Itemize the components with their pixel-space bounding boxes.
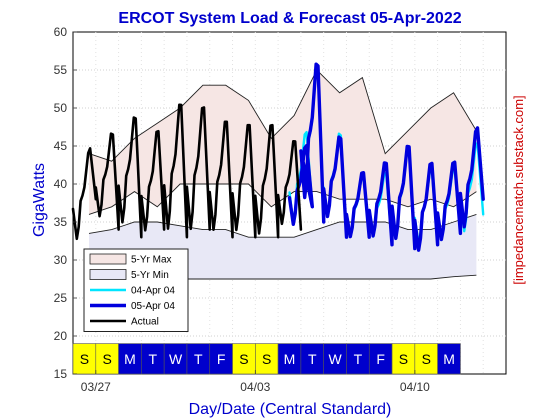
watermark-label: [impedancematch.substack.com] bbox=[511, 95, 526, 284]
day-strip-label: T bbox=[194, 351, 203, 367]
legend-label: 05-Apr 04 bbox=[131, 301, 175, 312]
day-strip-label: F bbox=[217, 351, 226, 367]
series-layer bbox=[71, 62, 485, 252]
day-strip-label: S bbox=[239, 351, 248, 367]
day-strip-label: W bbox=[169, 351, 183, 367]
day-strip-label: W bbox=[328, 351, 342, 367]
y-tick-label: 40 bbox=[54, 177, 68, 191]
day-strip-label: S bbox=[80, 351, 89, 367]
y-tick-label: 45 bbox=[54, 139, 68, 153]
x-tick-label: 04/03 bbox=[240, 380, 270, 394]
day-strip-label: S bbox=[399, 351, 408, 367]
day-strip-label: S bbox=[422, 351, 431, 367]
max-band-upper-line bbox=[88, 69, 477, 162]
series-line-actual bbox=[71, 103, 303, 241]
y-tick-label: 55 bbox=[54, 63, 68, 77]
day-strip-label: T bbox=[354, 351, 363, 367]
chart-title: ERCOT System Load & Forecast 05-Apr-2022 bbox=[118, 10, 461, 27]
day-strip-label: S bbox=[262, 351, 271, 367]
day-strip-label: M bbox=[443, 351, 455, 367]
legend-swatch bbox=[89, 253, 127, 265]
x-tick-label: 03/27 bbox=[81, 380, 111, 394]
day-strip-label: T bbox=[308, 351, 317, 367]
y-tick-label: 50 bbox=[54, 101, 68, 115]
day-strip-label: M bbox=[284, 351, 296, 367]
y-tick-label: 30 bbox=[54, 253, 68, 267]
x-axis-label: Day/Date (Central Standard) bbox=[189, 401, 392, 418]
tick-layer: 15 20 25 30 35 40 45 50 55 60 03/27 04/03 04/10 bbox=[54, 25, 431, 394]
x-tick-label: 04/10 bbox=[400, 380, 430, 394]
legend-label: 5-Yr Max bbox=[131, 255, 172, 266]
max-band-area bbox=[89, 70, 477, 215]
legend-label: 5-Yr Min bbox=[131, 270, 169, 281]
day-strip-cell bbox=[437, 343, 461, 375]
y-tick-label: 20 bbox=[54, 329, 68, 343]
day-strip-label: S bbox=[103, 351, 112, 367]
y-tick-label: 25 bbox=[54, 291, 68, 305]
day-strip-label: F bbox=[376, 351, 385, 367]
legend-label: 04-Apr 04 bbox=[131, 286, 175, 297]
day-strip-label: T bbox=[148, 351, 157, 367]
y-tick-label: 60 bbox=[54, 25, 68, 39]
legend-label: Actual bbox=[131, 317, 159, 328]
legend-swatch bbox=[89, 269, 127, 280]
min-band-upper-line bbox=[88, 213, 477, 238]
y-tick-label: 15 bbox=[54, 367, 68, 381]
y-axis-label: GigaWatts bbox=[31, 163, 48, 237]
legend: 5-Yr Max 5-Yr Min 04-Apr 04 05-Apr 04 Actual bbox=[83, 248, 189, 332]
day-strip-label: M bbox=[124, 351, 136, 367]
series-line-05-apr-04 bbox=[287, 62, 485, 252]
y-tick-label: 35 bbox=[54, 215, 68, 229]
